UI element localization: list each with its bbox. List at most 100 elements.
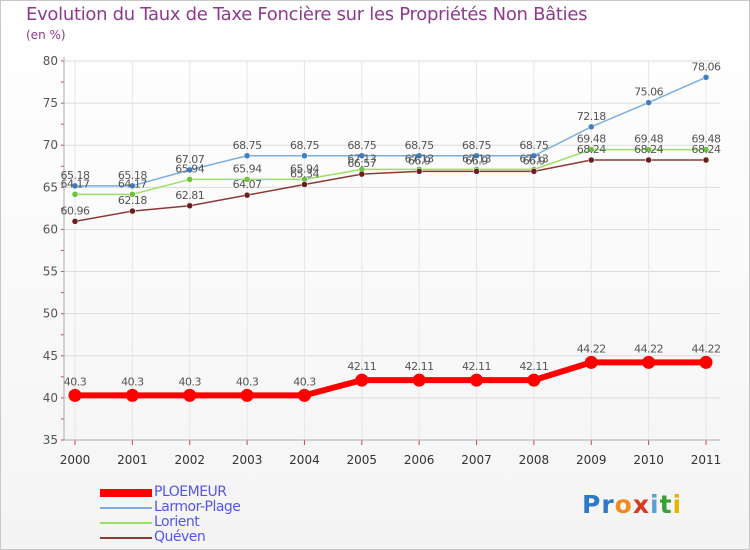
y-tick-label: 45: [43, 349, 58, 363]
x-tick-label: 2008: [519, 453, 550, 467]
data-label: 65.94: [175, 162, 204, 175]
data-label: 68.75: [519, 139, 548, 152]
data-label: 40.3: [236, 375, 259, 388]
data-point: [527, 373, 541, 387]
y-tick-label: 75: [43, 96, 58, 110]
data-point: [243, 152, 251, 159]
y-tick-label: 55: [43, 265, 58, 279]
data-label: 65.18: [118, 169, 147, 182]
data-label: 67.13: [405, 152, 434, 165]
data-label: 44.22: [577, 342, 606, 355]
logo-letter: i: [672, 490, 683, 519]
data-point: [588, 123, 595, 131]
data-point: [584, 355, 598, 369]
data-label: 68.24: [577, 143, 606, 156]
data-point: [243, 176, 251, 183]
legend-item-ploemeur[interactable]: PLOEMEUR: [100, 484, 350, 501]
data-point: [183, 388, 197, 402]
legend-item-queven[interactable]: Quéven: [100, 529, 350, 546]
data-label: 42.11: [519, 360, 548, 373]
legend-swatch-larmor-plage: [100, 507, 152, 509]
data-label: 72.18: [577, 110, 606, 123]
proxiti-logo[interactable]: Proxiti: [582, 490, 682, 519]
y-tick-label: 60: [43, 222, 58, 236]
legend-item-larmor-plage[interactable]: Larmor-Plage: [100, 499, 350, 516]
data-label: 62.81: [175, 189, 204, 202]
y-tick-label: 65: [43, 180, 58, 194]
series-line-larmor-plage: [75, 76, 707, 187]
y-axis-unit-label: (en %): [26, 28, 66, 42]
data-point: [702, 74, 710, 81]
legend-swatch-ploemeur: [100, 489, 152, 497]
data-point: [530, 152, 538, 159]
data-label: 44.22: [634, 342, 663, 355]
data-label: 68.75: [462, 139, 491, 152]
data-label: 68.75: [347, 139, 376, 152]
data-label: 69.48: [634, 133, 663, 146]
data-label: 67.07: [175, 153, 204, 166]
data-label: 67.13: [519, 152, 548, 165]
data-label: 40.3: [121, 375, 144, 388]
data-point: [301, 152, 308, 159]
data-label: 75.06: [634, 86, 663, 99]
logo-letter: x: [632, 490, 650, 519]
legend-swatch-queven: [100, 537, 152, 539]
data-label: 66.9: [465, 154, 488, 167]
data-label: 65.34: [290, 167, 319, 180]
data-point: [358, 152, 366, 159]
data-label: 66.9: [523, 154, 546, 167]
logo-letter: r: [601, 490, 615, 519]
y-tick-label: 50: [43, 307, 58, 321]
data-label: 65.18: [61, 169, 90, 182]
data-point: [129, 191, 136, 198]
data-label: 65.94: [290, 162, 319, 175]
y-tick-label: 35: [43, 433, 58, 447]
data-label: 68.75: [405, 139, 434, 152]
y-tick-label: 80: [43, 54, 58, 68]
legend-item-lorient[interactable]: Lorient: [100, 514, 350, 531]
data-point: [68, 388, 82, 402]
y-tick-label: 40: [43, 391, 58, 405]
data-point: [642, 355, 656, 369]
data-point: [297, 388, 311, 402]
data-label: 42.11: [347, 360, 376, 373]
logo-letter: t: [659, 490, 673, 519]
data-point: [702, 146, 710, 153]
legend-label-lorient: Lorient: [154, 514, 200, 530]
x-tick-label: 2003: [232, 453, 263, 467]
x-tick-label: 2001: [117, 453, 148, 467]
data-point: [473, 168, 480, 175]
data-point: [186, 166, 193, 174]
data-label: 69.48: [577, 133, 606, 146]
data-point: [129, 207, 136, 215]
x-tick-label: 2010: [633, 453, 664, 467]
data-point: [412, 373, 426, 387]
data-point: [588, 156, 595, 164]
logo-letter: i: [650, 490, 660, 519]
data-point: [129, 182, 136, 190]
data-label: 40.3: [178, 375, 201, 388]
data-label: 68.24: [692, 143, 721, 156]
data-point: [358, 170, 366, 178]
x-tick-label: 2004: [289, 453, 320, 467]
data-label: 66.57: [347, 157, 376, 170]
data-label: 44.22: [692, 342, 721, 355]
data-label: 64.17: [61, 177, 90, 190]
data-point: [645, 156, 652, 164]
data-label: 60.96: [61, 204, 90, 217]
data-point: [355, 373, 369, 387]
data-label: 42.11: [462, 360, 491, 373]
data-point: [645, 146, 652, 153]
data-label: 64.17: [118, 177, 147, 190]
data-label: 64.07: [233, 178, 262, 191]
x-tick-label: 2007: [461, 453, 492, 467]
data-point: [71, 218, 79, 225]
data-label: 67.13: [347, 152, 376, 165]
x-tick-label: 2000: [60, 453, 91, 467]
series-line-lorient: [75, 148, 706, 196]
data-point: [71, 182, 79, 190]
logo-letter: o: [614, 490, 633, 519]
x-tick-label: 2011: [691, 453, 722, 467]
data-point: [415, 152, 423, 159]
